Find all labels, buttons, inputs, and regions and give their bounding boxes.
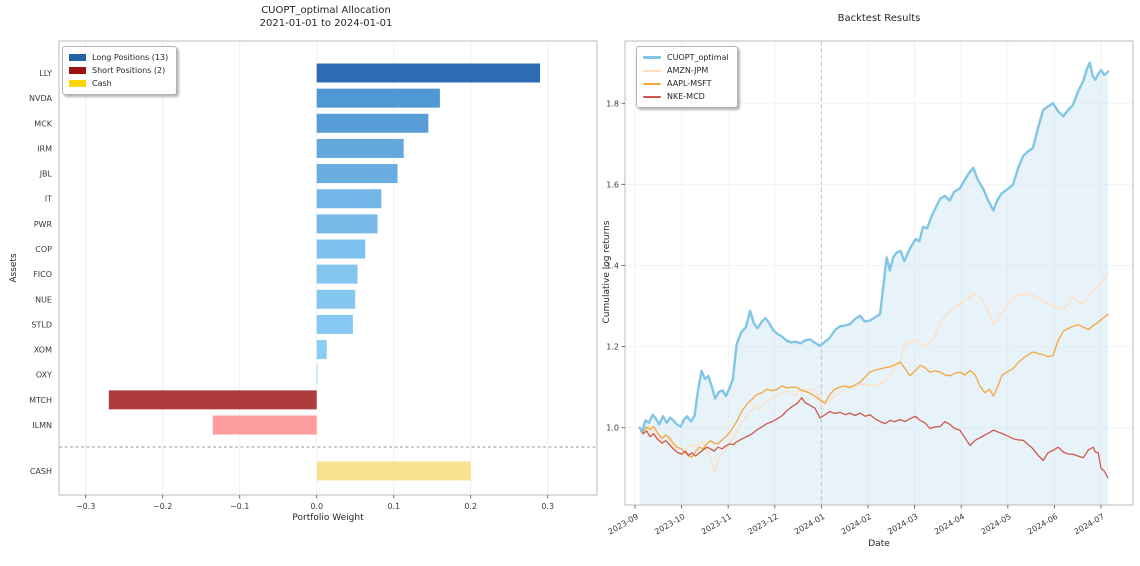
y-tick-label: JBL xyxy=(39,170,53,179)
legend-label: CUOPT_optimal xyxy=(667,53,729,62)
legend-line-swatch xyxy=(643,56,661,59)
x-tick-label: 2023-12 xyxy=(746,512,779,537)
legend-item: Cash xyxy=(69,77,168,90)
backtest-y-axis-label: Cumulative log returns xyxy=(602,220,612,324)
legend-swatch xyxy=(69,80,86,87)
y-tick-label: IT xyxy=(45,195,52,204)
x-tick-label: 0.0 xyxy=(310,502,323,511)
legend-item: AAPL-MSFT xyxy=(643,77,729,90)
x-tick-label: 2024-05 xyxy=(979,512,1012,537)
bar-LLY xyxy=(316,63,540,83)
x-tick-label: 2024-03 xyxy=(886,512,919,537)
backtest-legend: CUOPT_optimal AMZN-JPM AAPL-MSFT NKE-MCD xyxy=(636,46,738,108)
series-line-AMZN-JPM xyxy=(639,272,1109,473)
legend-item: Long Positions (13) xyxy=(69,51,168,64)
y-tick-label: 1.4 xyxy=(606,262,619,271)
backtest-chart-title: Backtest Results xyxy=(837,13,921,24)
bar-JBL xyxy=(316,164,398,184)
bar-STLD xyxy=(316,314,353,334)
bar-PWR xyxy=(316,214,378,234)
legend-label: Cash xyxy=(92,79,112,88)
legend-label: Long Positions (13) xyxy=(92,53,169,62)
bar-OXY xyxy=(316,365,318,385)
y-tick-label: 1.8 xyxy=(606,99,619,108)
x-tick-label: 2024-04 xyxy=(933,512,966,537)
legend-label: NKE-MCD xyxy=(667,92,705,101)
axes-frame xyxy=(624,40,1134,506)
legend-swatch xyxy=(69,54,86,61)
series-line-AAPL-MSFT xyxy=(639,313,1109,458)
y-tick-label: OXY xyxy=(36,371,52,380)
legend-item: Short Positions (2) xyxy=(69,64,168,77)
bar-ILMN xyxy=(212,415,317,435)
y-tick-label: NUE xyxy=(35,295,52,304)
series-line-CUOPT_optimal xyxy=(638,61,1110,433)
allocation-title-line2: 2021-01-01 to 2024-01-01 xyxy=(259,18,393,29)
legend-line-swatch xyxy=(643,82,661,85)
legend-label: Short Positions (2) xyxy=(92,66,166,75)
x-tick-label: 2024-01 xyxy=(793,512,826,537)
legend-item: CUOPT_optimal xyxy=(643,51,729,64)
x-tick-label: 2024-07 xyxy=(1073,512,1106,537)
y-tick-label: STLD xyxy=(31,320,52,329)
x-tick-label: 0.1 xyxy=(387,502,400,511)
bar-NVDA xyxy=(316,88,440,108)
x-tick-label: 2023-10 xyxy=(653,512,686,537)
legend-line-swatch xyxy=(643,69,661,72)
bar-MCK xyxy=(316,113,429,133)
series-line-NKE-MCD xyxy=(639,397,1109,479)
y-tick-label: COP xyxy=(35,245,52,254)
legend-item: NKE-MCD xyxy=(643,90,729,103)
bar-XOM xyxy=(316,340,327,360)
bar-FICO xyxy=(316,264,358,284)
x-tick-label: 2023-09 xyxy=(607,512,640,537)
x-tick-label: −0.1 xyxy=(230,502,249,511)
allocation-title-line1: CUOPT_optimal Allocation xyxy=(261,5,391,16)
y-tick-label: MCK xyxy=(34,119,52,128)
y-tick-label: PWR xyxy=(34,220,53,229)
y-tick-label: IRM xyxy=(37,144,52,153)
y-tick-label: XOM xyxy=(34,346,52,355)
x-tick-label: 2024-06 xyxy=(1026,512,1059,537)
x-tick-label: −0.2 xyxy=(153,502,172,511)
y-tick-label: LLY xyxy=(39,69,52,78)
x-tick-label: 0.2 xyxy=(464,502,477,511)
x-tick-label: 2024-02 xyxy=(840,512,873,537)
y-tick-label: 1.2 xyxy=(606,343,619,352)
x-tick-label: −0.3 xyxy=(76,502,95,511)
bar-MTCH xyxy=(108,390,317,410)
y-tick-label: 1.6 xyxy=(606,180,619,189)
legend-label: AAPL-MSFT xyxy=(667,79,712,88)
y-tick-label: NVDA xyxy=(29,94,52,103)
axes-frame xyxy=(58,40,598,496)
allocation-x-axis-label: Portfolio Weight xyxy=(292,513,364,523)
allocation-chart-title: CUOPT_optimal Allocation 2021-01-01 to 2… xyxy=(260,4,393,30)
bar-COP xyxy=(316,239,366,259)
legend-swatch xyxy=(69,67,86,74)
y-tick-label: 1.0 xyxy=(606,424,619,433)
legend-item: AMZN-JPM xyxy=(643,64,729,77)
legend-label: AMZN-JPM xyxy=(667,66,709,75)
bar-NUE xyxy=(316,289,356,309)
allocation-y-axis-label: Assets xyxy=(9,253,19,283)
x-tick-label: 2023-11 xyxy=(700,512,733,537)
allocation-legend: Long Positions (13) Short Positions (2) Ca… xyxy=(62,46,178,95)
bar-IRM xyxy=(316,138,404,158)
backtest-plot-area: 1.0 1.2 1.4 1.6 1.8 2023-09 2023-10 2023-11 2023… xyxy=(606,40,1134,537)
backtest-x-axis-label: Date xyxy=(868,539,890,549)
y-tick-label: MTCH xyxy=(29,396,52,405)
x-tick-label: 0.3 xyxy=(541,502,554,511)
allocation-plot-area: LLY NVDA MCK IRM JBL IT PWR COP FICO NUE STLD XOM OX… xyxy=(29,40,598,511)
y-tick-label: CASH xyxy=(30,467,52,476)
y-tick-label: ILMN xyxy=(32,421,52,430)
legend-line-swatch xyxy=(643,95,661,98)
y-tick-label: FICO xyxy=(33,270,52,279)
bar-IT xyxy=(316,189,382,209)
bar-CASH xyxy=(316,461,471,481)
